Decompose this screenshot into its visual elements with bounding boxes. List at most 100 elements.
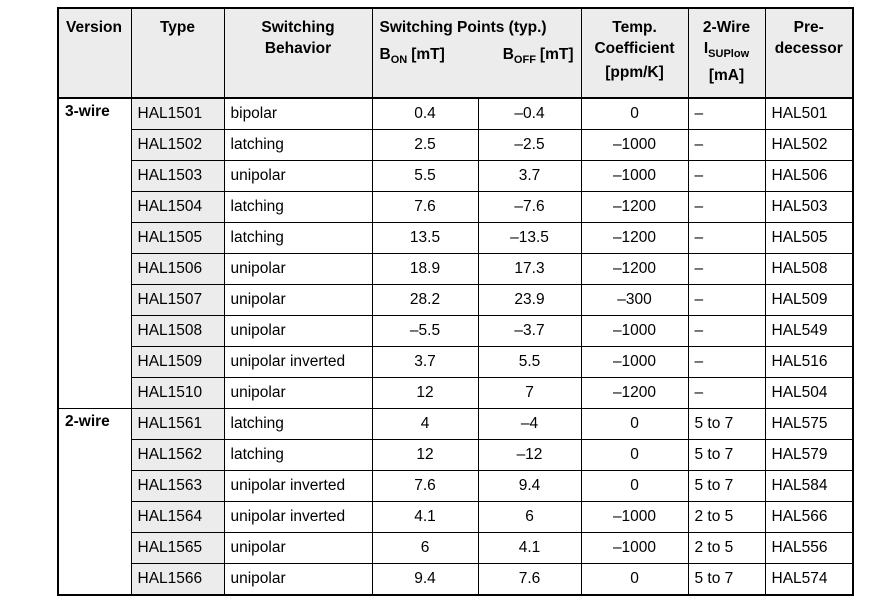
- cell-temp-coefficient: –1000: [580, 129, 689, 161]
- table-row: HAL1565 unipolar 6 4.1 –1000 2 to 5 HAL5…: [58, 532, 854, 564]
- cell-switching-behavior: unipolar inverted: [223, 346, 373, 378]
- cell-b-on: 7.6: [371, 191, 479, 223]
- cell-b-on: 4.1: [371, 501, 479, 533]
- cell-type: HAL1508: [130, 315, 225, 347]
- cell-i-suplow: 2 to 5: [687, 532, 766, 564]
- cell-predecessor: HAL574: [764, 563, 854, 596]
- header-b-off: BOFF [mT]: [502, 46, 574, 66]
- cell-b-on: 18.9: [371, 253, 479, 285]
- cell-b-off: –12: [477, 439, 582, 471]
- cell-predecessor: HAL501: [764, 97, 854, 130]
- cell-temp-coefficient: 0: [580, 97, 689, 130]
- cell-predecessor: HAL505: [764, 222, 854, 254]
- table-row: 3-wire HAL1501 bipolar 0.4 –0.4 0 – HAL50…: [57, 97, 854, 409]
- cell-b-off: 7.6: [477, 563, 582, 596]
- cell-switching-behavior: unipolar: [223, 532, 373, 564]
- table-row: HAL1563 unipolar inverted 7.6 9.4 0 5 to…: [58, 470, 854, 502]
- table-row: HAL1507 unipolar 28.2 23.9 –300 – HAL509: [58, 284, 854, 316]
- cell-i-suplow: 5 to 7: [687, 470, 766, 502]
- cell-switching-behavior: unipolar inverted: [223, 470, 373, 502]
- cell-b-on: 12: [371, 439, 479, 471]
- header-switching-behavior: Switching Behavior: [223, 7, 373, 99]
- cell-b-off: 5.5: [477, 346, 582, 378]
- cell-b-on: 6: [371, 532, 479, 564]
- cell-b-off: 23.9: [477, 284, 582, 316]
- cell-b-off: –2.5: [477, 129, 582, 161]
- cell-switching-behavior: latching: [223, 191, 373, 223]
- cell-version: 3-wire: [57, 97, 132, 409]
- cell-i-suplow: –: [687, 222, 766, 254]
- table-row: HAL1505 latching 13.5 –13.5 –1200 – HAL5…: [58, 222, 854, 254]
- table-row: HAL1506 unipolar 18.9 17.3 –1200 – HAL50…: [58, 253, 854, 285]
- cell-b-on: 13.5: [371, 222, 479, 254]
- cell-predecessor: HAL556: [764, 532, 854, 564]
- cell-b-off: 17.3: [477, 253, 582, 285]
- cell-switching-behavior: unipolar: [223, 377, 373, 409]
- cell-i-suplow: –: [687, 160, 766, 192]
- cell-switching-behavior: latching: [223, 129, 373, 161]
- table-row: HAL1508 unipolar –5.5 –3.7 –1000 – HAL54…: [58, 315, 854, 347]
- cell-i-suplow: –: [687, 253, 766, 285]
- cell-b-off: –13.5: [477, 222, 582, 254]
- cell-temp-coefficient: 0: [580, 563, 689, 596]
- cell-temp-coefficient: 0: [580, 408, 689, 440]
- cell-i-suplow: –: [687, 129, 766, 161]
- cell-type: HAL1561: [130, 408, 225, 440]
- cell-temp-coefficient: –1000: [580, 160, 689, 192]
- cell-temp-coefficient: –1000: [580, 532, 689, 564]
- cell-i-suplow: 5 to 7: [687, 408, 766, 440]
- cell-temp-coefficient: –1000: [580, 315, 689, 347]
- cell-b-on: 4: [371, 408, 479, 440]
- cell-switching-behavior: unipolar inverted: [223, 501, 373, 533]
- cell-switching-behavior: unipolar: [223, 160, 373, 192]
- table-row: HAL1562 latching 12 –12 0 5 to 7 HAL579: [58, 439, 854, 471]
- cell-b-off: –3.7: [477, 315, 582, 347]
- cell-switching-behavior: bipolar: [223, 97, 373, 130]
- cell-temp-coefficient: –1000: [580, 501, 689, 533]
- cell-i-suplow: –: [687, 377, 766, 409]
- cell-b-on: 7.6: [371, 470, 479, 502]
- datasheet-table-container: Version Type Switching Behavior Switchin…: [57, 7, 854, 596]
- cell-b-on: 0.4: [371, 97, 479, 130]
- table-row: HAL1564 unipolar inverted 4.1 6 –1000 2 …: [58, 501, 854, 533]
- cell-i-suplow: –: [687, 315, 766, 347]
- cell-b-on: 3.7: [371, 346, 479, 378]
- cell-type: HAL1507: [130, 284, 225, 316]
- table-row: 2-wire HAL1561 latching 4 –4 0 5 to 7 HAL…: [57, 408, 854, 596]
- cell-type: HAL1563: [130, 470, 225, 502]
- cell-i-suplow: 5 to 7: [687, 439, 766, 471]
- table-row: HAL1504 latching 7.6 –7.6 –1200 – HAL503: [58, 191, 854, 223]
- cell-predecessor: HAL509: [764, 284, 854, 316]
- cell-i-suplow: –: [687, 191, 766, 223]
- cell-b-on: 12: [371, 377, 479, 409]
- cell-b-off: 3.7: [477, 160, 582, 192]
- cell-i-suplow: –: [687, 346, 766, 378]
- cell-type: HAL1505: [130, 222, 225, 254]
- cell-type: HAL1562: [130, 439, 225, 471]
- cell-i-suplow: 5 to 7: [687, 563, 766, 596]
- cell-type: HAL1566: [130, 563, 225, 596]
- header-temp-coefficient: Temp. Coefficient [ppm/K]: [580, 7, 689, 99]
- header-2-wire-isuplow: 2-Wire ISUPlow [mA]: [687, 7, 766, 99]
- cell-switching-behavior: latching: [223, 408, 373, 440]
- cell-temp-coefficient: –1200: [580, 253, 689, 285]
- cell-switching-behavior: latching: [223, 222, 373, 254]
- cell-predecessor: HAL504: [764, 377, 854, 409]
- cell-predecessor: HAL516: [764, 346, 854, 378]
- cell-type: HAL1509: [130, 346, 225, 378]
- header-type: Type: [130, 7, 225, 99]
- cell-type: HAL1501: [130, 97, 225, 130]
- cell-b-off: 9.4: [477, 470, 582, 502]
- cell-i-suplow: –: [687, 284, 766, 316]
- cell-type: HAL1564: [130, 501, 225, 533]
- cell-temp-coefficient: –1200: [580, 377, 689, 409]
- cell-predecessor: HAL508: [764, 253, 854, 285]
- cell-predecessor: HAL579: [764, 439, 854, 471]
- table-row: HAL1509 unipolar inverted 3.7 5.5 –1000 …: [58, 346, 854, 378]
- cell-predecessor: HAL503: [764, 191, 854, 223]
- header-row: Version Type Switching Behavior Switchin…: [57, 7, 854, 99]
- cell-predecessor: HAL502: [764, 129, 854, 161]
- cell-temp-coefficient: 0: [580, 439, 689, 471]
- table-row: HAL1510 unipolar 12 7 –1200 – HAL504: [58, 377, 854, 409]
- cell-predecessor: HAL575: [764, 408, 854, 440]
